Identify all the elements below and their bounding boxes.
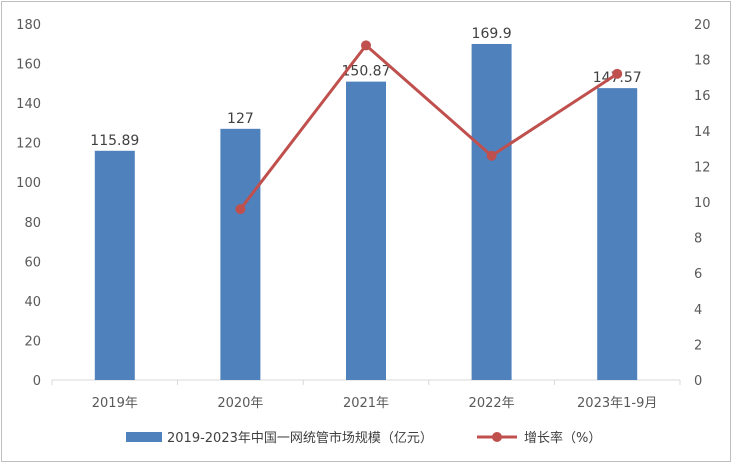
x-axis-tick-label: 2023年1-9月 [577,396,657,411]
growth-rate-point[interactable] [235,204,246,215]
legend-line-label: 增长率（%） [524,430,601,446]
growth-rate-point[interactable] [612,68,623,79]
left-axis-tick-label: 140 [16,97,41,112]
bar[interactable] [597,88,638,380]
left-axis-tick-label: 0 [33,374,41,389]
right-axis-tick-label: 4 [694,303,702,318]
right-axis-tick-label: 2 [694,338,702,353]
growth-rate-point[interactable] [486,150,497,161]
x-axis-tick-label: 2022年 [469,396,515,411]
left-axis-tick-label: 40 [24,295,41,310]
right-axis-tick-label: 6 [694,267,702,282]
bar-data-label: 127 [227,111,254,127]
x-axis-tick-label: 2019年 [92,396,138,411]
right-axis-tick-label: 8 [694,232,702,247]
legend-bar-label: 2019-2023年中国一网统管市场规模（亿元） [167,430,433,446]
bar-data-label: 115.89 [90,133,139,149]
left-axis-tick-label: 100 [16,176,41,191]
bar[interactable] [94,150,135,380]
left-axis-tick-label: 60 [24,255,41,270]
bar[interactable] [346,81,386,380]
right-axis-tick-label: 14 [694,125,711,140]
right-axis-tick-label: 10 [694,196,711,211]
left-axis-tick-label: 180 [16,18,41,33]
right-axis-tick-label: 16 [694,89,711,104]
bar-data-label: 150.87 [342,64,391,80]
bar[interactable] [471,43,512,380]
x-axis-tick-label: 2021年 [343,396,389,411]
bar[interactable] [220,128,261,380]
right-axis-tick-label: 12 [694,160,711,175]
right-axis-tick-label: 0 [694,374,702,389]
left-axis-tick-label: 160 [16,58,41,73]
left-axis-tick-label: 80 [24,216,41,231]
right-axis-tick-label: 18 [694,54,711,69]
left-axis-tick-label: 20 [24,334,41,349]
growth-rate-point[interactable] [361,40,371,51]
legend-line-marker [492,432,502,442]
left-axis-tick-label: 120 [16,137,41,152]
bar-data-label: 169.9 [472,26,512,42]
right-axis-tick-label: 20 [694,18,711,33]
growth-rate-line [239,43,619,211]
legend-bar-swatch [126,432,162,442]
x-axis-tick-label: 2020年 [217,396,263,411]
